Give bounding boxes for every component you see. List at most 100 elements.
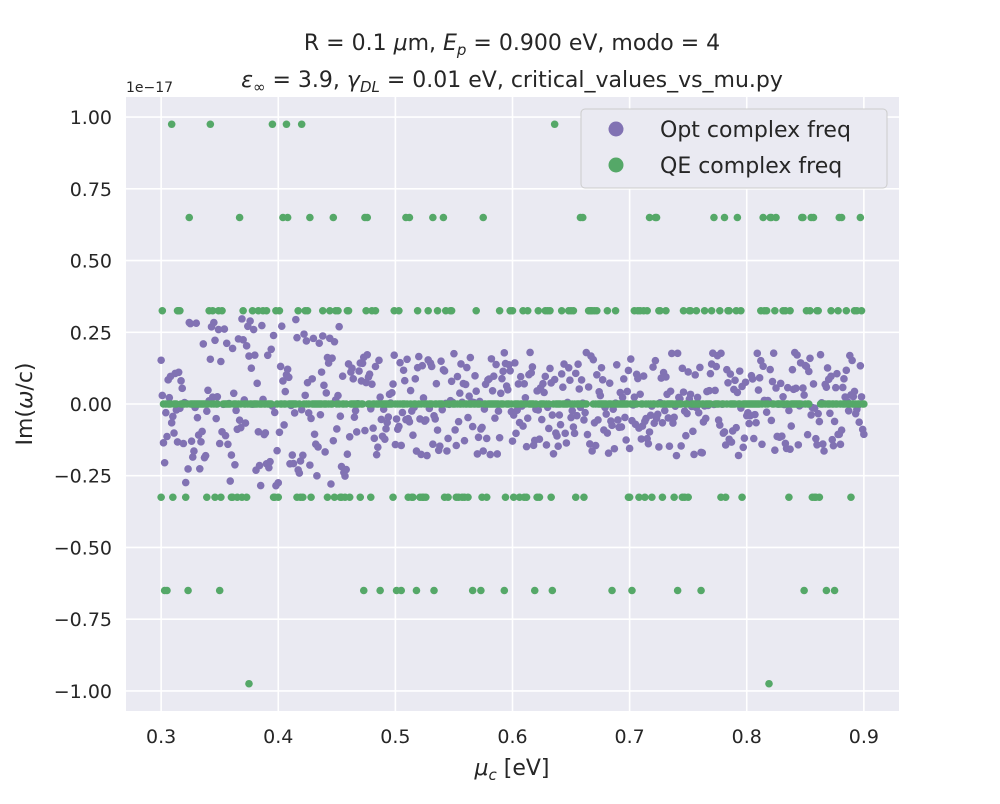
opt-point <box>197 438 205 446</box>
opt-point <box>496 389 505 398</box>
opt-point <box>398 408 407 417</box>
qe-point <box>206 120 215 129</box>
qe-point <box>157 493 165 502</box>
opt-point <box>634 374 642 383</box>
opt-point <box>561 429 569 438</box>
qe-point <box>800 586 808 595</box>
opt-point <box>504 386 512 394</box>
opt-point <box>598 376 607 384</box>
x-tick-label: 0.5 <box>380 726 410 748</box>
opt-point <box>670 413 678 422</box>
opt-point <box>444 434 452 443</box>
qe-point <box>771 306 779 315</box>
qe-point <box>185 213 194 222</box>
opt-point <box>823 364 832 372</box>
opt-point <box>732 423 740 432</box>
opt-point <box>221 431 230 440</box>
qe-point <box>363 213 372 222</box>
qe-point <box>218 306 226 315</box>
opt-point <box>505 361 513 369</box>
qe-point <box>721 493 730 502</box>
qe-point <box>738 493 746 502</box>
opt-point <box>521 393 530 402</box>
qe-point <box>662 306 670 315</box>
qe-point <box>611 306 620 315</box>
opt-point <box>653 410 662 419</box>
opt-point <box>526 348 534 357</box>
opt-point <box>618 393 627 402</box>
opt-point <box>204 386 212 395</box>
opt-point <box>447 377 456 386</box>
opt-point <box>482 434 491 443</box>
opt-point <box>358 359 367 368</box>
opt-point <box>334 391 342 400</box>
qe-point <box>275 306 284 315</box>
opt-point <box>534 406 543 414</box>
qe-point <box>345 493 354 502</box>
qe-point <box>550 120 559 129</box>
opt-point <box>711 386 719 395</box>
opt-point <box>577 376 586 384</box>
opt-point <box>254 427 263 436</box>
opt-point <box>662 373 670 381</box>
opt-point <box>474 433 483 442</box>
opt-point <box>437 357 445 366</box>
qe-point <box>242 493 251 502</box>
qe-point <box>593 306 601 315</box>
qe-point <box>860 400 868 408</box>
qe-point <box>582 400 591 408</box>
opt-point <box>748 375 757 383</box>
opt-point <box>274 479 283 487</box>
opt-point <box>574 360 582 369</box>
opt-point <box>211 336 219 345</box>
qe-point <box>422 493 430 502</box>
opt-point <box>419 394 428 402</box>
qe-point <box>297 120 306 129</box>
opt-point <box>542 441 551 449</box>
opt-point <box>478 423 486 432</box>
opt-point <box>316 410 325 419</box>
qe-point <box>447 306 456 315</box>
opt-point <box>669 419 677 427</box>
qe-point <box>806 306 814 315</box>
opt-point <box>343 450 352 459</box>
opt-point <box>589 355 598 364</box>
opt-point <box>677 442 685 450</box>
x-tick-labels: 0.3 0.4 0.5 0.6 0.7 0.8 0.9 <box>146 726 879 748</box>
opt-point <box>602 410 610 418</box>
opt-point <box>812 434 820 443</box>
qe-point <box>262 306 271 315</box>
opt-point <box>453 372 462 381</box>
opt-point <box>348 364 356 372</box>
opt-point <box>301 391 310 400</box>
qe-point <box>534 306 543 315</box>
opt-point <box>527 369 536 377</box>
opt-point <box>726 370 735 378</box>
qe-point <box>267 400 276 408</box>
qe-point <box>707 306 716 315</box>
opt-point <box>186 319 195 328</box>
qe-point <box>530 586 539 595</box>
opt-point <box>570 429 579 438</box>
qe-point <box>501 493 510 502</box>
opt-point <box>735 367 744 375</box>
opt-point <box>263 351 272 360</box>
opt-point <box>603 429 612 437</box>
opt-point <box>381 435 389 443</box>
opt-point <box>399 366 408 375</box>
opt-point <box>384 413 393 421</box>
opt-point <box>491 414 499 422</box>
qe-point <box>643 306 651 315</box>
opt-point <box>740 434 749 442</box>
opt-point <box>548 411 557 419</box>
opt-point <box>267 345 276 354</box>
opt-point <box>768 377 777 386</box>
qe-point <box>837 213 846 222</box>
opt-point <box>720 428 729 436</box>
opt-point <box>450 349 458 358</box>
x-tick-label: 0.8 <box>732 726 762 748</box>
opt-point <box>523 414 532 423</box>
opt-point <box>296 457 305 465</box>
opt-point <box>655 443 663 451</box>
opt-point <box>752 418 760 427</box>
